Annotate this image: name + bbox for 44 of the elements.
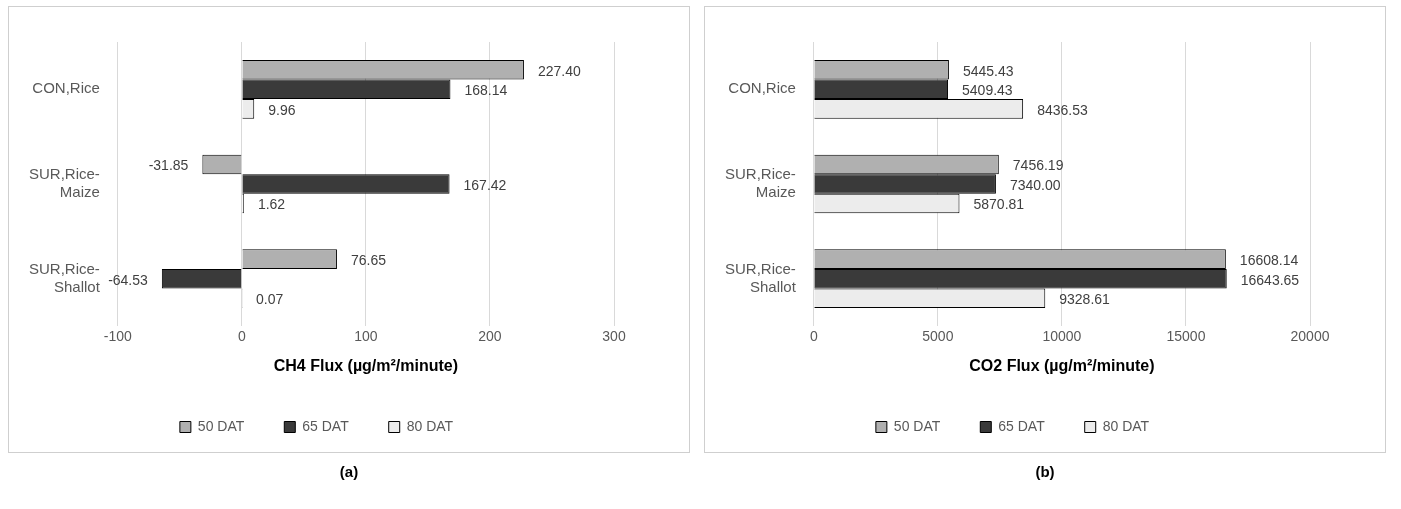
data-label: 0.07 [255,291,284,308]
text: (a) [339,463,359,480]
y-tick-label: SUR,Rice-Maize [725,165,796,201]
data-label: -64.53 [108,271,149,288]
data-label: 16643.65 [1240,271,1300,288]
data-label: 7456.19 [1012,157,1064,174]
y-tick-label: SUR,Rice-Shallot [725,259,797,295]
x-tick-label: -100 [103,328,133,345]
y-tick-label: SUR,Rice-Shallot [29,259,101,295]
data-label: 16608.14 [1239,251,1299,268]
legend-label: 50 DAT [197,417,245,434]
x-tick-label: 200 [478,328,502,345]
x-tick-label: 0 [809,328,818,345]
legend-label: 65 DAT [302,417,350,434]
x-tick-label: 300 [602,328,626,345]
x-axis-title: CH4 Flux (µg/m²/minute) [273,356,459,374]
x-tick-label: 20000 [1290,328,1330,345]
legend-label: 80 DAT [406,417,454,434]
x-tick-label: 100 [354,328,378,345]
data-label: 9.96 [268,101,296,118]
x-tick-label: 5000 [922,328,954,345]
legend-label: 80 DAT [1102,417,1150,434]
data-label: 9328.61 [1059,291,1111,308]
x-tick-label: 0 [237,328,246,345]
legend-label: 50 DAT [893,417,941,434]
x-tick-label: 10000 [1042,328,1082,345]
data-label: 168.14 [464,82,508,99]
x-axis-title: CO2 Flux (µg/m²/minute) [969,356,1155,374]
data-label: 5870.81 [973,196,1025,213]
y-tick-label: CON,Rice [32,79,100,97]
x-tick-label: 15000 [1166,328,1206,345]
y-tick-label: CON,Rice [728,79,796,97]
data-label: 76.65 [350,251,387,268]
data-label: 5445.43 [962,62,1014,79]
data-label: 8436.53 [1037,101,1088,118]
data-label: -31.85 [148,157,189,174]
data-label: 227.40 [537,62,581,79]
data-label: 167.42 [463,176,507,193]
data-label: 7340.00 [1009,176,1061,193]
y-tick-label: SUR,Rice-Maize [29,165,100,201]
data-label: 5409.43 [962,82,1013,99]
text: (b) [1035,463,1055,480]
legend-label: 65 DAT [998,417,1046,434]
data-label: 1.62 [257,196,286,213]
